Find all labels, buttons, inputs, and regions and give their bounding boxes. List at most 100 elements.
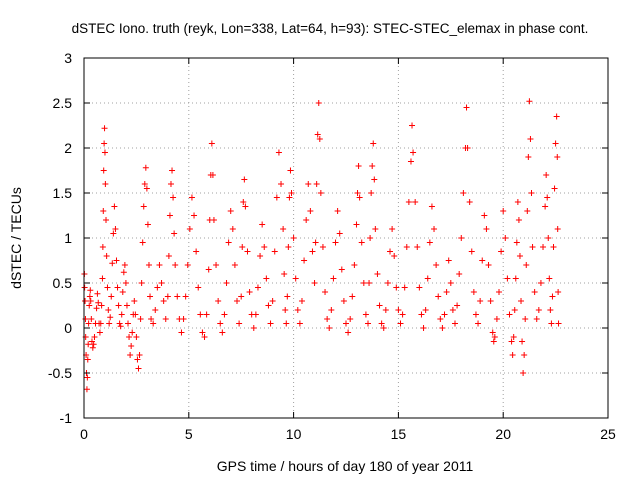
data-point xyxy=(553,113,560,120)
data-point xyxy=(269,298,276,304)
data-point xyxy=(84,356,91,363)
data-point xyxy=(123,302,130,309)
data-point xyxy=(528,190,535,196)
data-point xyxy=(241,176,248,183)
data-point xyxy=(407,158,414,165)
data-point xyxy=(309,248,316,255)
data-point xyxy=(285,244,292,250)
data-point xyxy=(106,320,113,327)
data-point xyxy=(347,316,354,322)
data-point xyxy=(178,329,185,336)
data-point xyxy=(292,275,299,282)
data-point xyxy=(136,352,143,358)
data-point xyxy=(281,271,288,277)
data-point xyxy=(82,298,89,304)
data-point xyxy=(372,226,379,232)
data-point xyxy=(445,257,452,264)
data-point xyxy=(316,136,323,142)
data-point xyxy=(240,199,247,205)
data-point xyxy=(227,208,234,214)
data-point xyxy=(119,289,126,295)
data-point xyxy=(110,230,117,237)
y-tick-label: 0.5 xyxy=(53,275,73,291)
data-point xyxy=(324,316,331,322)
data-point xyxy=(548,320,555,327)
data-point xyxy=(109,260,116,267)
data-point xyxy=(463,104,470,111)
data-point xyxy=(351,262,358,268)
data-point xyxy=(370,140,377,147)
data-point xyxy=(439,325,446,331)
data-point xyxy=(170,194,177,201)
data-point xyxy=(209,172,216,178)
data-point xyxy=(223,280,230,286)
data-point xyxy=(97,320,104,327)
data-point xyxy=(101,149,108,156)
data-point xyxy=(433,262,440,268)
data-point xyxy=(265,302,272,309)
data-point xyxy=(498,248,505,255)
data-point xyxy=(298,298,305,304)
data-point xyxy=(261,244,268,250)
data-point xyxy=(449,307,456,313)
y-tick-label: 2 xyxy=(64,140,72,156)
data-point xyxy=(100,167,107,174)
data-point xyxy=(117,323,124,330)
data-point xyxy=(378,320,385,327)
data-point xyxy=(524,208,531,214)
data-point xyxy=(278,181,285,187)
data-point xyxy=(360,280,367,286)
data-point xyxy=(193,248,200,255)
data-point xyxy=(470,289,477,295)
data-point xyxy=(353,221,360,228)
data-point xyxy=(527,136,534,142)
data-point xyxy=(180,316,187,322)
data-point xyxy=(531,289,538,295)
x-axis-label: GPS time / hours of day 180 of year 2011 xyxy=(217,458,474,474)
data-point xyxy=(257,253,264,259)
data-point xyxy=(354,190,361,196)
data-point xyxy=(395,307,402,313)
data-point xyxy=(99,275,106,282)
data-point xyxy=(515,217,522,223)
data-point xyxy=(403,244,410,250)
data-point xyxy=(81,284,88,291)
data-point xyxy=(358,239,365,246)
data-point xyxy=(82,316,89,322)
data-point xyxy=(460,190,467,196)
data-point xyxy=(221,311,228,318)
data-point xyxy=(152,307,159,313)
x-tick-label: 10 xyxy=(286,426,302,442)
data-point xyxy=(508,338,515,345)
data-point xyxy=(543,172,550,178)
data-point xyxy=(334,208,341,214)
data-point xyxy=(519,338,526,345)
data-point xyxy=(387,248,394,255)
data-point xyxy=(301,257,308,264)
data-point xyxy=(418,311,425,318)
data-point xyxy=(504,275,511,282)
data-point xyxy=(389,226,396,232)
data-point xyxy=(544,194,551,201)
data-point xyxy=(312,239,319,246)
data-point xyxy=(284,293,291,300)
data-point xyxy=(201,334,208,340)
data-point xyxy=(483,226,490,232)
data-point xyxy=(188,194,195,201)
data-point xyxy=(313,181,320,187)
data-point xyxy=(140,203,147,210)
data-point xyxy=(365,320,372,327)
y-tick-label: 0 xyxy=(64,320,72,336)
data-point xyxy=(552,140,559,147)
data-point xyxy=(502,235,509,241)
data-point xyxy=(167,181,174,187)
data-point xyxy=(526,98,533,105)
axis-ticks: 0 5 10 15 20 25 -1 -0.5 0 0.5 1 1.5 2 2.5 3 xyxy=(48,50,616,442)
data-point xyxy=(376,302,383,309)
data-point xyxy=(86,302,93,309)
data-point xyxy=(158,280,165,286)
data-point xyxy=(205,266,212,273)
x-tick-label: 15 xyxy=(391,426,407,442)
data-point xyxy=(108,293,115,300)
